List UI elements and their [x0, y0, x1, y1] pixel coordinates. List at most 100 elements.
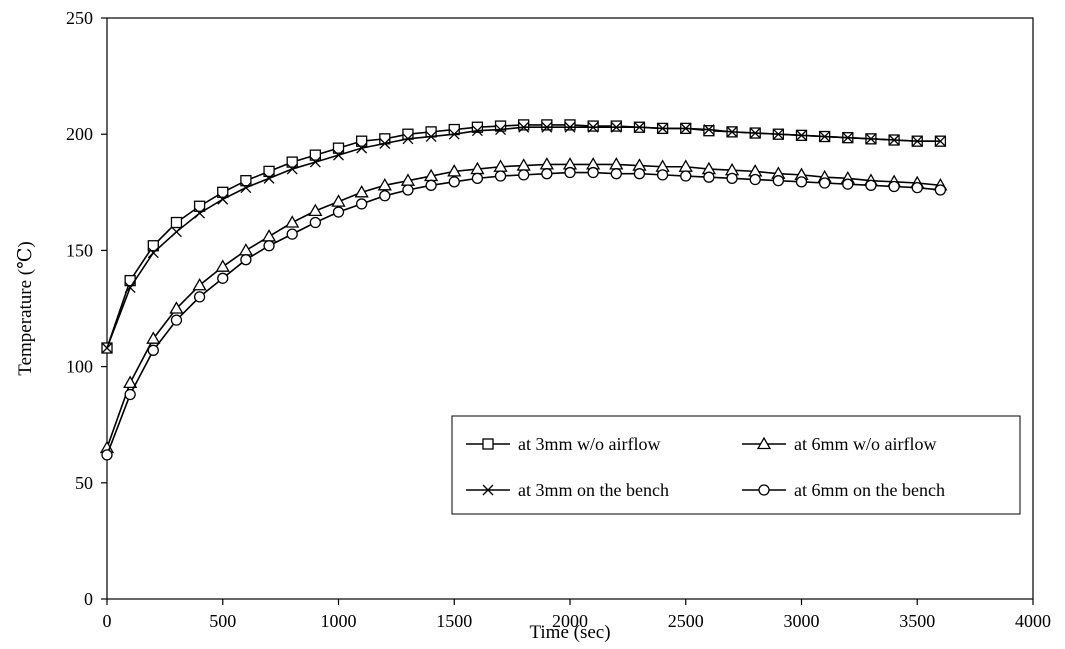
data-point	[541, 168, 553, 180]
data-point	[819, 177, 831, 189]
data-point	[147, 240, 159, 252]
data-point	[494, 170, 507, 182]
x-tick-label: 2000	[552, 611, 588, 631]
y-axis-ticks: 0 50 100 150 200 250	[66, 8, 107, 609]
data-point	[448, 176, 460, 188]
data-point	[124, 388, 136, 401]
y-tick-label: 200	[66, 124, 93, 144]
data-point	[332, 142, 345, 154]
data-point	[308, 203, 323, 217]
data-point	[123, 375, 138, 389]
data-point	[170, 216, 183, 229]
data-point	[656, 169, 669, 181]
x-tick-label: 3500	[899, 611, 935, 631]
y-tick-label: 0	[84, 589, 93, 609]
series-at-3mm-on-the-bench	[101, 121, 946, 354]
legend-marker	[482, 438, 494, 450]
data-point	[101, 342, 113, 354]
data-point	[471, 125, 483, 137]
data-point	[124, 282, 136, 294]
x-tick-label: 0	[103, 611, 112, 631]
legend-item-at-6mm-w-o-airflow: at 6mm w/o airflow	[742, 434, 936, 454]
data-point	[170, 314, 183, 326]
data-point	[471, 121, 484, 133]
data-point	[749, 173, 761, 186]
data-point	[333, 149, 344, 161]
legend-item-at-3mm-w-o-airflow: at 3mm w/o airflow	[466, 434, 660, 454]
x-tick-label: 500	[209, 611, 236, 631]
data-point	[286, 163, 298, 175]
data-point	[240, 175, 252, 187]
x-axis-ticks: 0 500 1000 1500 2000 2500 3000 3500 4000	[103, 599, 1051, 631]
x-tick-label: 3000	[784, 611, 820, 631]
data-point	[587, 120, 599, 132]
data-point	[309, 216, 322, 229]
data-point	[842, 178, 854, 190]
data-point	[657, 122, 669, 134]
data-point	[425, 179, 437, 191]
data-point	[518, 119, 530, 131]
series-at-3mm-w-o-airflow	[101, 119, 947, 354]
data-point	[911, 182, 923, 194]
data-point	[309, 156, 321, 168]
legend-label: at 3mm w/o airflow	[518, 434, 660, 454]
legend-marker	[756, 436, 772, 450]
data-point	[494, 120, 507, 132]
data-point	[402, 133, 414, 145]
legend-label: at 3mm on the bench	[518, 480, 669, 500]
data-point	[772, 128, 784, 140]
data-point	[888, 180, 900, 193]
data-point	[680, 122, 692, 134]
x-tick-label: 1500	[436, 611, 472, 631]
data-point	[541, 121, 553, 133]
y-tick-label: 50	[75, 473, 93, 493]
series-at-6mm-on-the-bench	[101, 166, 947, 461]
data-point	[402, 184, 414, 196]
data-point	[726, 172, 738, 185]
data-point	[193, 200, 206, 212]
data-point	[772, 175, 784, 187]
data-point	[331, 194, 346, 207]
series-layer	[99, 119, 948, 461]
data-point	[193, 291, 206, 303]
data-point	[587, 166, 599, 179]
data-point	[703, 171, 715, 183]
data-point	[842, 132, 854, 144]
data-point	[309, 149, 322, 161]
legend-items: at 3mm w/o airflow at 6mm w/o airflow at 3…	[466, 434, 945, 500]
data-point	[147, 247, 159, 259]
data-point	[911, 135, 923, 147]
data-point	[355, 135, 368, 147]
data-point	[495, 124, 507, 136]
data-point	[610, 121, 622, 133]
data-point	[263, 165, 275, 178]
data-point	[888, 134, 900, 146]
data-point	[217, 272, 229, 284]
data-point	[217, 186, 229, 198]
data-point	[541, 119, 553, 131]
data-point	[286, 228, 298, 240]
data-point	[169, 301, 184, 314]
legend-marker	[482, 484, 494, 496]
data-point	[447, 164, 462, 177]
data-point	[332, 206, 345, 218]
data-point	[448, 128, 460, 140]
data-point	[217, 193, 229, 205]
data-point	[587, 121, 599, 133]
data-point	[795, 176, 808, 188]
data-point	[215, 259, 230, 272]
data-point	[285, 215, 300, 228]
data-point	[377, 178, 392, 191]
data-point	[147, 344, 159, 356]
x-tick-label: 1000	[321, 611, 357, 631]
data-point	[680, 170, 692, 182]
legend-item-at-6mm-on-the-bench: at 6mm on the bench	[742, 480, 945, 500]
data-point	[703, 125, 715, 137]
data-point	[146, 331, 161, 344]
legend-item-at-3mm-on-the-bench: at 3mm on the bench	[466, 480, 669, 500]
data-point	[703, 124, 715, 136]
data-point	[101, 449, 113, 461]
y-tick-label: 250	[66, 8, 93, 28]
data-point	[564, 121, 576, 133]
